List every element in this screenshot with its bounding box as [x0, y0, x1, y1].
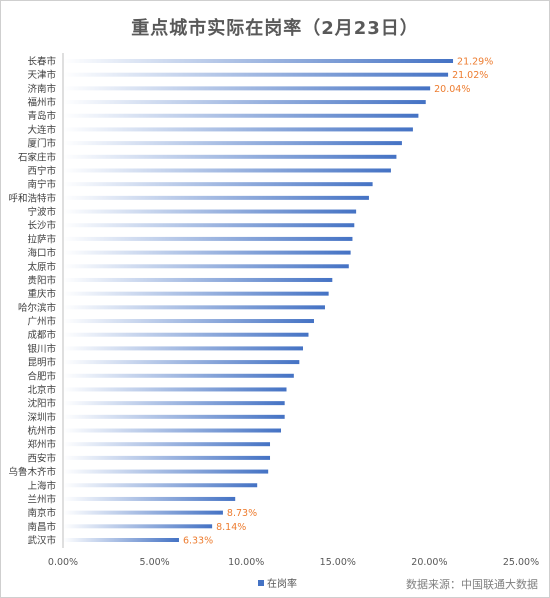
bar [63, 223, 355, 228]
x-tick-label: 25.00% [503, 557, 539, 568]
bar [63, 209, 357, 214]
bar [63, 127, 413, 132]
category-label: 武汉市 [27, 535, 56, 547]
legend-swatch [258, 579, 264, 586]
category-label: 郑州市 [27, 439, 56, 451]
bar [63, 250, 351, 255]
category-label: 贵阳市 [27, 274, 56, 286]
category-label: 长沙市 [27, 220, 56, 232]
category-label: 南昌市 [27, 521, 56, 533]
bar [63, 373, 294, 378]
bar [63, 414, 285, 419]
bar [63, 538, 179, 542]
bar [63, 72, 449, 77]
category-label: 成都市 [27, 329, 56, 341]
bar [63, 510, 223, 515]
category-label: 太原市 [27, 261, 56, 273]
bar [63, 455, 271, 460]
data-label: 6.33% [183, 536, 213, 547]
category-label: 乌鲁木齐市 [8, 466, 56, 478]
chart-title: 重点城市实际在岗率（2月23日） [131, 18, 419, 39]
category-label: 石家庄市 [18, 151, 57, 163]
category-label: 拉萨市 [27, 233, 56, 245]
bar [63, 195, 369, 200]
data-label: 8.14% [216, 522, 246, 533]
x-tick-label: 0.00% [48, 557, 78, 568]
bar [63, 182, 373, 187]
bar [63, 291, 329, 296]
bar [63, 319, 314, 324]
data-source-note: 数据来源：中国联通大数据 [406, 578, 538, 591]
bar [63, 332, 309, 337]
bar [63, 154, 397, 159]
x-tick-label: 15.00% [320, 557, 356, 568]
bar [63, 496, 236, 501]
category-label: 哈尔滨市 [18, 302, 57, 314]
bar [63, 469, 269, 474]
bar [63, 360, 300, 365]
chart-legend: 在岗率 [258, 575, 297, 590]
category-label: 深圳市 [27, 411, 56, 423]
bar [63, 401, 285, 406]
bar [63, 86, 431, 91]
category-label: 兰州市 [27, 493, 56, 505]
bar [63, 524, 213, 529]
x-tick-label: 10.00% [228, 557, 264, 568]
category-label: 福州市 [27, 97, 56, 109]
category-label: 海口市 [27, 247, 56, 259]
category-label: 南宁市 [27, 179, 56, 191]
bar [63, 483, 258, 488]
bar [63, 168, 391, 173]
category-label: 西宁市 [27, 165, 56, 177]
category-label: 重庆市 [27, 288, 56, 300]
category-label: 青岛市 [27, 110, 56, 122]
bar [63, 236, 353, 241]
legend-label: 在岗率 [267, 579, 297, 590]
bar [63, 113, 419, 118]
bar [63, 141, 402, 146]
bar [63, 442, 271, 447]
bar [63, 346, 303, 351]
data-label: 20.04% [434, 84, 470, 95]
data-label: 21.02% [452, 70, 488, 81]
category-label: 沈阳市 [27, 398, 56, 410]
category-label: 天津市 [27, 69, 56, 81]
category-label: 呼和浩特市 [8, 192, 56, 204]
bar [63, 59, 454, 63]
category-label: 长春市 [27, 56, 56, 68]
category-label: 上海市 [27, 480, 56, 492]
x-tick-label: 5.00% [140, 557, 170, 568]
bar [63, 305, 325, 310]
category-label: 杭州市 [27, 425, 56, 437]
category-label: 合肥市 [27, 370, 56, 382]
category-label: 广州市 [27, 316, 56, 328]
category-label: 西安市 [27, 452, 56, 464]
category-label: 南京市 [27, 507, 56, 519]
bar [63, 277, 333, 282]
bar [63, 264, 349, 269]
data-label: 8.73% [227, 508, 257, 519]
category-label: 厦门市 [27, 138, 56, 150]
x-tick-label: 20.00% [411, 557, 447, 568]
bar [63, 428, 282, 433]
category-label: 银川市 [27, 343, 56, 355]
category-label: 宁波市 [27, 206, 56, 218]
category-label: 北京市 [27, 384, 56, 396]
bar [63, 387, 287, 392]
data-label: 21.29% [457, 57, 493, 68]
bar [63, 100, 426, 105]
category-label: 昆明市 [27, 357, 56, 369]
category-label: 济南市 [27, 83, 56, 95]
category-label: 大连市 [27, 124, 56, 136]
